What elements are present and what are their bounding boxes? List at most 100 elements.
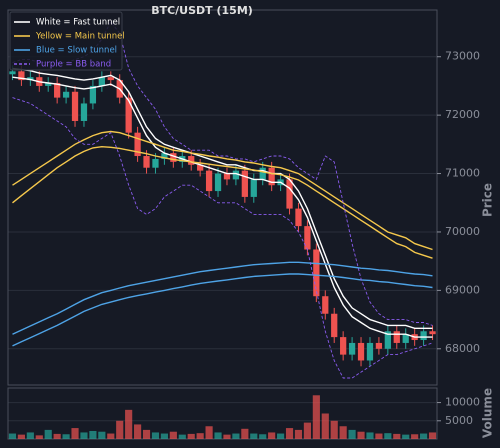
volume-bar [142, 429, 151, 439]
overlay-line [12, 76, 433, 338]
candle-body [62, 91, 70, 98]
overlay-line [12, 261, 433, 335]
volume-bar [384, 433, 392, 439]
legend-label: Yellow = Main tunnel [35, 32, 125, 42]
candle-body [393, 331, 400, 343]
volume-bar [125, 409, 133, 439]
volume-panel [7, 387, 438, 440]
volume-bar [312, 395, 320, 439]
volume-bar [268, 432, 276, 439]
grid [8, 56, 437, 422]
volume-bar [35, 435, 43, 439]
volume-bar [151, 432, 160, 439]
candle-body [259, 167, 266, 180]
y-tick-label: 73000 [445, 50, 480, 63]
candle-body [250, 179, 257, 197]
volume-bar [393, 433, 401, 439]
volume-bar [116, 420, 124, 439]
candle-body [134, 132, 141, 157]
y-tick-label: 71000 [445, 167, 480, 180]
y-tick-label: 68000 [445, 342, 480, 355]
candle-body [375, 342, 383, 349]
volume-bar [250, 433, 258, 439]
candle-body [348, 342, 356, 355]
volume-bar [339, 426, 347, 439]
candle-body [205, 170, 213, 192]
volume-bar [375, 433, 383, 439]
candle-body [170, 153, 177, 162]
volume-bar [44, 429, 52, 439]
candle-body [143, 156, 150, 168]
candle-body [384, 331, 391, 349]
volume-bar [285, 428, 294, 439]
candle-body [286, 179, 293, 209]
candle-body [27, 77, 34, 81]
volume-bar [89, 430, 97, 439]
volume-bar [98, 431, 106, 439]
candle-body [223, 173, 231, 180]
candle-body [54, 83, 61, 98]
candle-body [197, 164, 204, 171]
volume-bar [411, 434, 419, 439]
candle-body [232, 170, 240, 180]
volume-bar [8, 433, 17, 439]
legend-label: Purple = BB band [36, 60, 111, 70]
candle-body [18, 71, 25, 81]
volume-bar [26, 432, 34, 439]
price-panel [7, 9, 438, 386]
volume-bar [169, 431, 177, 439]
candle-body [313, 249, 320, 297]
volume-bar [348, 429, 356, 439]
legend-label: Blue = Slow tunnel [36, 46, 117, 56]
volume-bar [294, 429, 303, 439]
candle-body [295, 208, 302, 227]
candle-body [89, 85, 97, 104]
volume-tick-label: 5000 [445, 414, 473, 427]
candle-body [322, 296, 329, 314]
volume-bar [160, 433, 168, 439]
candle-body [45, 83, 52, 86]
candle-body [161, 153, 168, 159]
volume-bar [402, 434, 410, 439]
candle-body [188, 156, 195, 165]
volume-bar [71, 428, 79, 439]
volume-bar [330, 420, 338, 439]
y-axis-label: Price [481, 183, 495, 217]
volume-bar [196, 433, 204, 439]
volume-bar [187, 433, 195, 439]
volume-bar [205, 426, 213, 439]
candle-body [268, 167, 275, 186]
candle-body [71, 91, 79, 121]
volume-bar [232, 433, 240, 439]
volume-bar [277, 433, 285, 439]
candle-body [214, 173, 222, 192]
volume-bar [303, 422, 311, 439]
candle-body [357, 342, 365, 361]
volume-bar [223, 434, 231, 439]
candle-body [152, 158, 159, 168]
candle-body [402, 334, 409, 343]
candle-body [107, 77, 114, 81]
overlay-line [12, 130, 433, 251]
volume-bar [420, 433, 428, 439]
legend: White = Fast tunnel Yellow = Main tunnel B… [9, 11, 125, 71]
volume-bar [17, 434, 25, 439]
candle-body [420, 331, 427, 341]
y-tick-label: 72000 [445, 108, 480, 121]
volume-bar [214, 432, 222, 439]
volume-bar [178, 434, 186, 439]
volume-bar [53, 433, 61, 439]
candle-body [80, 103, 88, 121]
volume-bar [366, 432, 374, 439]
volume-axis-label: Volume [481, 388, 495, 438]
volume-bar [259, 434, 267, 439]
overlay-line [12, 145, 433, 259]
volume-tick-label: 10000 [445, 396, 480, 409]
candle-body [331, 313, 338, 338]
volume-bar [134, 424, 142, 439]
volume-bar [428, 432, 437, 439]
chart-title: BTC/USDT (15M) [151, 4, 253, 17]
overlay-line [12, 67, 433, 329]
